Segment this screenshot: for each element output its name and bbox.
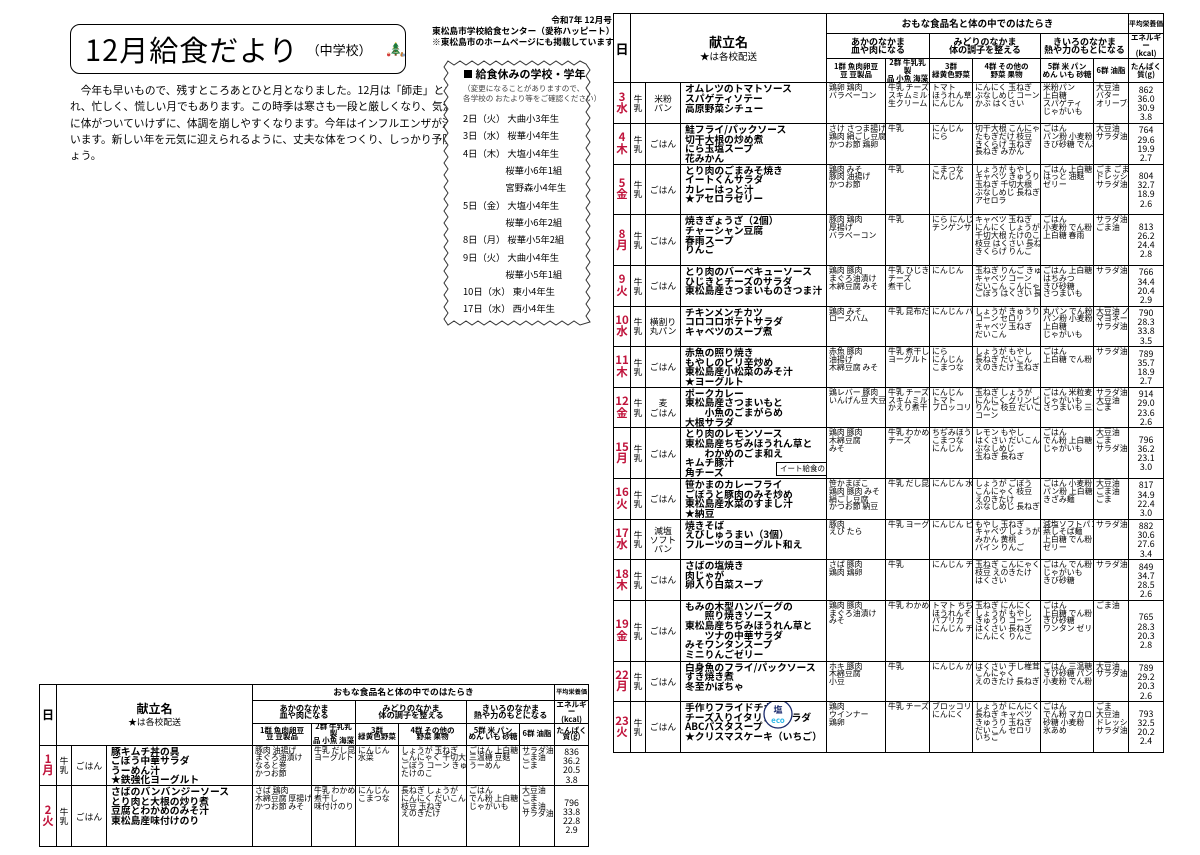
- svg-text:eco: eco: [771, 715, 785, 726]
